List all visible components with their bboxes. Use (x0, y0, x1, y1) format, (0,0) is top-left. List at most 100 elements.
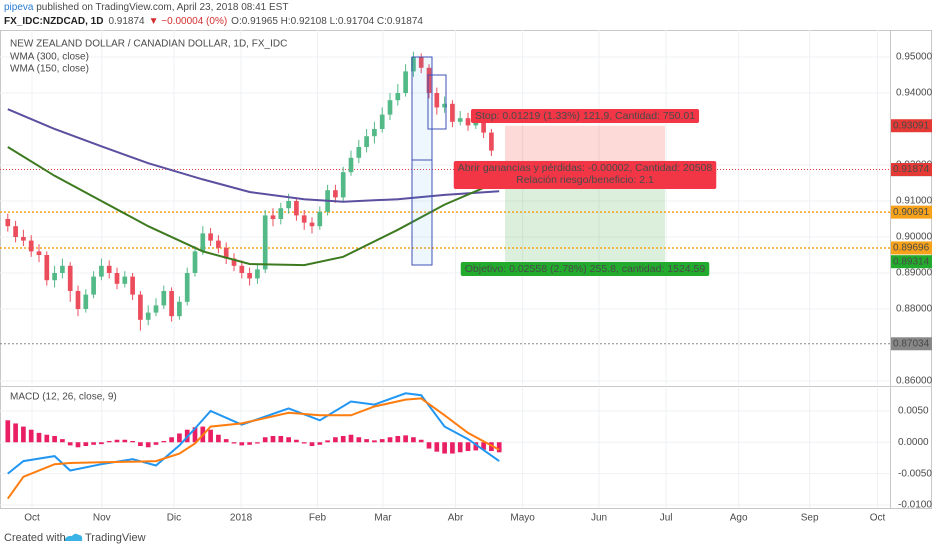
author: pipeva (4, 2, 34, 13)
candle-body (60, 265, 65, 274)
histogram-bar (395, 435, 401, 443)
candle-body (403, 71, 408, 94)
candle-body (231, 258, 237, 266)
candle-body (278, 208, 284, 220)
candle-body (457, 118, 463, 122)
histogram-bar (60, 439, 65, 443)
histogram-bar (169, 437, 174, 443)
histogram-bar (372, 440, 377, 443)
price-tag-label: 0.89696 (893, 243, 930, 254)
histogram-bar (270, 435, 276, 443)
candle-body (489, 132, 494, 151)
histogram-bar (364, 439, 369, 443)
position-label-text: Stop: 0.01219 (1.33%) 121,9, Cantidad: 7… (475, 110, 695, 122)
histogram-bar (247, 442, 252, 445)
candle-body (216, 240, 221, 248)
candle-body (83, 294, 89, 310)
y-tick-label: 0.95000 (896, 52, 932, 63)
price-tag (891, 205, 932, 219)
candle-body (114, 273, 120, 284)
ohlc: O:0.91965 H:0.92108 L:0.91704 C:0.91874 (231, 16, 423, 27)
candle-body (67, 265, 73, 292)
change: ▼ −0.00004 (0%) (149, 16, 228, 27)
candle-body (411, 57, 416, 72)
candle-body (481, 121, 486, 133)
candle-body (192, 251, 198, 274)
histogram-bar (348, 434, 354, 443)
candle-body (21, 237, 26, 241)
x-tick-label: Mayo (510, 513, 535, 524)
candle-body (473, 121, 479, 126)
histogram-bar (67, 442, 73, 446)
price-tag-label: 0.89314 (893, 256, 930, 267)
position-label-text: Relación riesgo/beneficio: 2.1 (516, 174, 654, 186)
histogram-bar (75, 442, 81, 448)
position-label: Objetivo: 0.02558 (2.78%) 255.8, cantida… (460, 262, 710, 276)
y-tick-label: 0.89000 (896, 268, 932, 279)
candle-body (36, 251, 42, 256)
price-tag (891, 163, 932, 177)
histogram-bar (317, 442, 323, 445)
candle-body (255, 269, 260, 279)
candle-body (161, 291, 167, 306)
histogram-bar (106, 441, 112, 443)
y-tick-label: 0.94000 (896, 88, 932, 99)
candle-body (356, 147, 362, 158)
x-tick-label: Nov (93, 513, 111, 524)
labels: Oct Nov Dic 2018 Feb Mar Abr Mayo Jun Jul Ago Sep Oc… (24, 52, 932, 524)
histogram-bar (21, 426, 26, 443)
histogram-bar (294, 439, 299, 443)
line-series (7, 392, 500, 475)
candle-body (294, 201, 299, 216)
histogram-bar (496, 442, 502, 453)
histogram-bar (231, 442, 237, 444)
candle-body (434, 93, 440, 108)
last-price: 0.91874 (108, 16, 145, 27)
histogram-bar (403, 435, 408, 443)
position-label-bg (453, 161, 717, 189)
histogram-bar (122, 439, 128, 443)
histogram-bar (114, 439, 120, 443)
candle-body (465, 118, 471, 126)
y-tick-label: 0.0000 (898, 437, 929, 448)
price-tag-label: 0.93091 (893, 120, 930, 131)
candle-body (177, 301, 182, 317)
position-label: Stop: 0.01219 (1.33%) 121,9, Cantidad: 7… (470, 109, 700, 123)
candle-body (340, 172, 346, 198)
candle-body (348, 157, 354, 173)
histogram-bar (411, 437, 416, 443)
price-tag-label: 0.91874 (893, 164, 930, 175)
projection-box (411, 56, 433, 266)
candle-body (145, 312, 151, 320)
line-series (7, 146, 500, 267)
histogram-bar (91, 442, 96, 445)
price-tag-label: 0.87034 (893, 338, 930, 349)
y-tick-label: 0.88000 (896, 304, 932, 315)
histogram-bar (262, 437, 268, 443)
histogram-bar (434, 442, 440, 452)
x-tick-label: Ago (730, 513, 748, 524)
histogram-bar (418, 439, 424, 443)
histogram-bar (13, 423, 18, 443)
histogram-bar (442, 442, 447, 454)
footer-brand[interactable]: TradingView (85, 532, 146, 544)
x-tick-label: Oct (24, 513, 40, 524)
candle-body (309, 222, 315, 227)
candle-body (99, 265, 104, 277)
price-tag (891, 119, 932, 133)
price-tag-label: 0.90691 (893, 207, 930, 218)
candle-body (387, 100, 393, 115)
histogram-bar (239, 442, 245, 446)
y-tick-label: 0.91000 (896, 196, 932, 207)
published: published on TradingView.com, April 23, … (33, 2, 288, 13)
y-tick-label: -0.0050 (898, 468, 932, 479)
histogram-bar (223, 439, 229, 443)
legend-entry: WMA (300, close) (10, 52, 89, 63)
candle-body (28, 240, 34, 252)
macd-title: MACD (12, 26, close, 9) (10, 392, 117, 403)
chart-title: NEW ZEALAND DOLLAR / CANADIAN DOLLAR, 1D… (10, 39, 287, 50)
x-tick-label: Mar (374, 513, 392, 524)
x-tick-label: Sep (801, 513, 819, 524)
symbol: FX_IDC:NZDCAD, 1D (4, 16, 103, 27)
candle-body (169, 291, 174, 317)
